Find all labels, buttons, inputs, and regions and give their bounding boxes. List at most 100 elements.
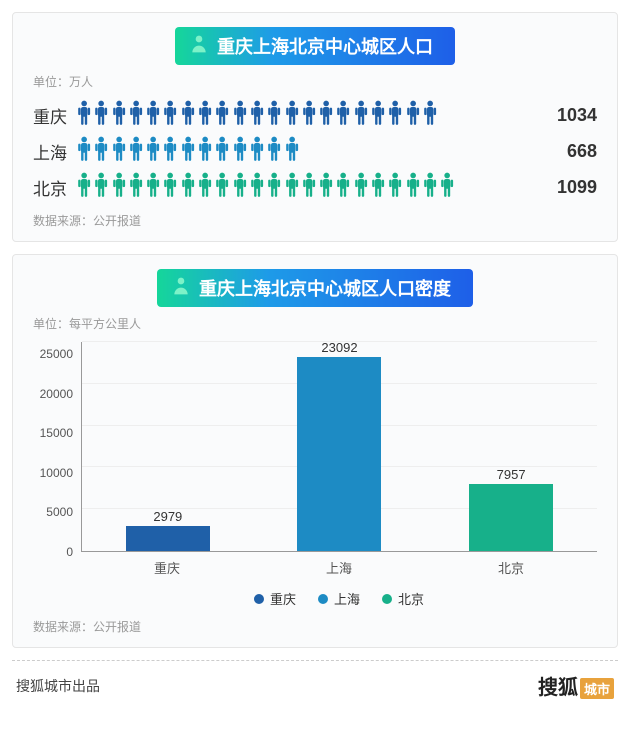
bar: 7957	[451, 467, 571, 551]
y-tick: 25000	[40, 348, 73, 360]
x-tick: 北京	[451, 558, 571, 577]
person-icon	[285, 136, 299, 167]
legend-dot	[382, 594, 392, 604]
x-tick: 上海	[279, 558, 399, 577]
bar-value: 2979	[153, 509, 182, 524]
person-icon	[267, 172, 281, 203]
person-icon	[250, 100, 264, 131]
legend-label: 重庆	[270, 589, 296, 608]
row-label: 重庆	[33, 103, 77, 128]
person-icon	[233, 136, 247, 167]
pictogram-rows: 重庆	[33, 100, 597, 202]
density-card: 重庆上海北京中心城区人口密度 单位：每平方公里人 25000 20000 15000…	[12, 254, 618, 648]
row-icons	[77, 136, 527, 167]
legend-item: 重庆	[254, 589, 296, 608]
person-icon	[371, 100, 385, 131]
bar-rect	[297, 357, 381, 551]
bar-chart: 2500020000150001000050000 2979 23092 795…	[33, 342, 597, 552]
person-icon	[215, 136, 229, 167]
person-icon	[319, 100, 333, 131]
person-icon	[129, 100, 143, 131]
person-icon	[267, 136, 281, 167]
person-icon	[354, 100, 368, 131]
person-icon	[233, 100, 247, 131]
population-unit: 单位：万人	[33, 73, 597, 90]
bar-value: 7957	[497, 467, 526, 482]
person-icon	[94, 172, 108, 203]
row-label: 上海	[33, 139, 77, 164]
person-icon	[112, 172, 126, 203]
bar-rect	[469, 484, 553, 551]
density-title: 重庆上海北京中心城区人口密度	[199, 275, 451, 301]
person-icon	[215, 172, 229, 203]
legend-label: 北京	[398, 589, 424, 608]
person-icon	[146, 136, 160, 167]
person-icon	[181, 100, 195, 131]
person-icon	[198, 136, 212, 167]
row-value: 668	[527, 141, 597, 162]
person-icon	[267, 100, 281, 131]
pictogram-row: 重庆	[33, 100, 597, 130]
population-title-pill: 重庆上海北京中心城区人口	[175, 27, 455, 65]
y-tick: 10000	[40, 467, 73, 479]
person-icon	[181, 136, 195, 167]
person-icon	[77, 136, 91, 167]
y-tick: 20000	[40, 388, 73, 400]
legend-dot	[254, 594, 264, 604]
footer-text: 搜狐城市出品	[16, 676, 100, 696]
density-unit: 单位：每平方公里人	[33, 315, 597, 332]
chart-legend: 重庆 上海 北京	[81, 589, 597, 608]
y-tick: 0	[66, 546, 73, 558]
person-icon	[94, 136, 108, 167]
person-icon	[171, 276, 191, 301]
population-title: 重庆上海北京中心城区人口	[217, 33, 433, 59]
person-icon	[94, 100, 108, 131]
person-icon	[129, 136, 143, 167]
person-icon	[250, 172, 264, 203]
plot-area: 2979 23092 7957	[81, 342, 597, 552]
person-icon	[112, 136, 126, 167]
person-icon	[302, 172, 316, 203]
person-icon	[406, 172, 420, 203]
person-icon	[146, 172, 160, 203]
y-tick: 5000	[46, 506, 73, 518]
bar-value: 23092	[321, 340, 357, 355]
legend-label: 上海	[334, 589, 360, 608]
person-icon	[163, 172, 177, 203]
person-icon	[406, 100, 420, 131]
person-icon	[112, 100, 126, 131]
bars-container: 2979 23092 7957	[82, 342, 597, 551]
person-icon	[189, 34, 209, 59]
density-source: 数据来源：公开报道	[33, 618, 597, 635]
legend-item: 北京	[382, 589, 424, 608]
density-title-pill: 重庆上海北京中心城区人口密度	[157, 269, 473, 307]
person-icon	[198, 100, 212, 131]
person-icon	[354, 172, 368, 203]
y-tick: 15000	[40, 427, 73, 439]
row-value: 1099	[527, 177, 597, 198]
pictogram-row: 上海	[33, 136, 597, 166]
bar: 2979	[108, 509, 228, 551]
legend-dot	[318, 594, 328, 604]
person-icon	[423, 100, 437, 131]
legend-item: 上海	[318, 589, 360, 608]
population-source: 数据来源：公开报道	[33, 212, 597, 229]
person-icon	[129, 172, 143, 203]
person-icon	[146, 100, 160, 131]
person-icon	[336, 100, 350, 131]
row-value: 1034	[527, 105, 597, 126]
population-card: 重庆上海北京中心城区人口 单位：万人 重庆	[12, 12, 618, 242]
row-label: 北京	[33, 175, 77, 200]
person-icon	[371, 172, 385, 203]
row-icons	[77, 172, 527, 203]
bar: 23092	[279, 340, 399, 551]
person-icon	[215, 100, 229, 131]
x-axis: 重庆上海北京	[81, 558, 597, 577]
person-icon	[181, 172, 195, 203]
person-icon	[250, 136, 264, 167]
person-icon	[163, 136, 177, 167]
person-icon	[302, 100, 316, 131]
bar-rect	[126, 526, 210, 551]
page-footer: 搜狐城市出品 搜狐 城市	[0, 661, 630, 714]
person-icon	[440, 172, 454, 203]
